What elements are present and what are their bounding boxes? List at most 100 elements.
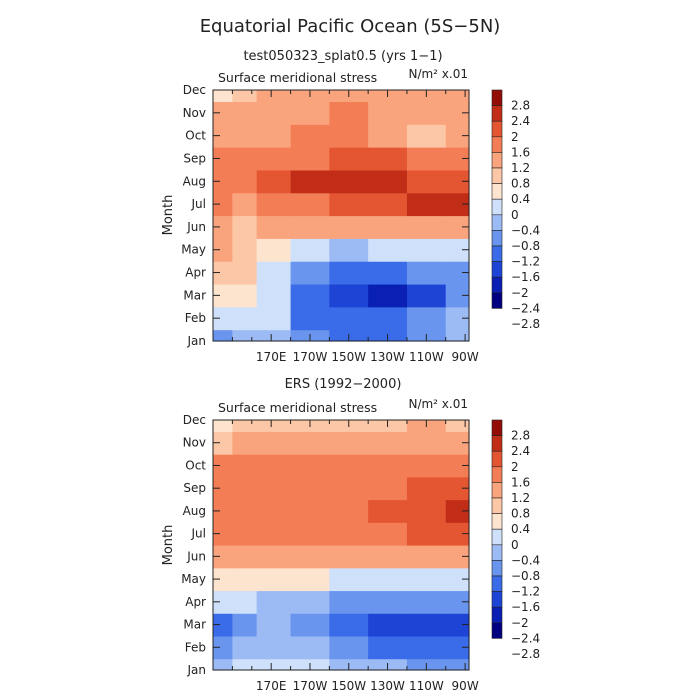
heatmap-cell [445,567,470,592]
heatmap-cell [368,590,408,614]
colorbar-label: 2.4 [511,444,530,458]
x-tick-label: 90W [452,679,479,693]
heatmap-cell [213,658,233,671]
heatmap-cell [232,658,258,671]
colorbar-label: 0.8 [511,507,530,521]
colorbar-swatch [491,497,503,514]
heatmap-cell [406,613,447,637]
heatmap-cell [406,147,447,171]
colorbar-swatch [491,575,503,592]
colorbar-swatch [491,198,503,216]
heatmap-cell [290,545,330,569]
colorbar-label: −1.6 [511,270,540,284]
panel-1-frame [212,89,470,342]
heatmap-cell [213,147,233,171]
colorbar-label: 2.8 [511,99,530,113]
heatmap-cell [290,169,330,194]
heatmap-cell [232,169,258,194]
heatmap-cell [256,499,292,523]
colorbar-swatch [491,167,503,184]
heatmap-cell [256,101,292,125]
heatmap-cell [256,329,292,342]
y-tick-label: Sep [183,481,206,495]
heatmap-cell [445,658,470,671]
heatmap-cell [213,613,233,637]
heatmap-cell [256,476,292,501]
heatmap-cell [256,238,292,262]
heatmap-cell [445,635,470,660]
heatmap-cell [406,454,447,478]
heatmap-cell [232,476,258,501]
heatmap-cell [329,101,369,125]
heatmap-cell [329,283,369,308]
y-tick-label: Aug [183,504,206,518]
colorbar-label: −2.4 [511,631,540,645]
heatmap-cell [232,283,258,308]
heatmap-cell [329,238,369,262]
heatmap-cell [232,567,258,592]
colorbar-swatch [491,513,503,530]
colorbar-label: −2.8 [511,317,540,331]
y-tick-label: Jul [191,527,206,541]
colorbar-label: 0 [511,538,519,552]
heatmap-cell [329,454,369,478]
colorbar-swatch [491,152,503,169]
heatmap-cell [329,476,369,501]
heatmap-cell [290,431,330,455]
heatmap-cell [232,431,258,455]
colorbar-swatch [491,435,503,452]
y-tick-label: May [181,572,206,586]
heatmap-cell [368,261,408,285]
heatmap-cell [368,431,408,455]
heatmap-cell [213,635,233,660]
y-tick-label: Jul [191,197,206,211]
heatmap-cell [329,567,369,592]
heatmap-cell [445,169,470,194]
heatmap-cell [213,431,233,455]
heatmap-cell [329,215,369,239]
colorbar-swatch [491,466,503,483]
heatmap-cell [256,635,292,660]
colorbar-swatch [491,560,503,577]
heatmap-cell [445,420,470,432]
heatmap-cell [256,522,292,546]
colorbar-swatch [491,544,503,561]
heatmap-cell [406,590,447,614]
colorbar-label: 2.4 [511,114,530,128]
panel-1: test050323_splat0.5 (yrs 1−1) Surface me… [161,49,479,364]
heatmap-cell [290,101,330,125]
panel-1-heatmap [213,90,470,342]
colorbar-swatch [491,105,503,122]
heatmap-cell [232,90,258,103]
heatmap-cell [368,147,408,171]
heatmap-cell [290,306,330,331]
heatmap-cell [406,499,447,523]
panel-2-units: N/m² x.01 [408,397,468,411]
heatmap-cell [232,329,258,342]
heatmap-cell [232,454,258,478]
colorbar-label: 1.6 [511,145,530,159]
panel-2-x-axis: 170E 170W 150W 130W 110W 90W [231,420,479,693]
heatmap-cell [256,306,292,331]
panel-1-ylabel: Month [161,195,176,236]
colorbar-swatch [491,89,503,106]
panel-1-variable: Surface meridional stress [218,70,377,85]
heatmap-cell [256,192,292,217]
heatmap-cell [406,431,447,455]
heatmap-cell [406,192,447,217]
colorbar-swatch [491,419,503,436]
y-tick-label: Mar [183,288,206,302]
panel-2-subtitle: ERS (1992−2000) [285,377,402,392]
heatmap-cell [256,567,292,592]
heatmap-cell [329,590,369,614]
heatmap-cell [232,545,258,569]
y-tick-label: Jan [187,334,207,348]
heatmap-cell [232,306,258,331]
colorbar-label: 0 [511,208,519,222]
colorbar-label: −2.4 [511,301,540,315]
heatmap-cell [213,522,233,546]
panel-2-heatmap [213,420,470,671]
heatmap-cell [406,101,447,125]
heatmap-cell [256,590,292,614]
colorbar-swatch [491,606,503,624]
